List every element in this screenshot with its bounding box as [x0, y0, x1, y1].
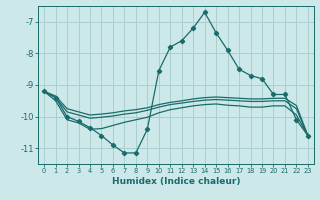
X-axis label: Humidex (Indice chaleur): Humidex (Indice chaleur) — [112, 177, 240, 186]
